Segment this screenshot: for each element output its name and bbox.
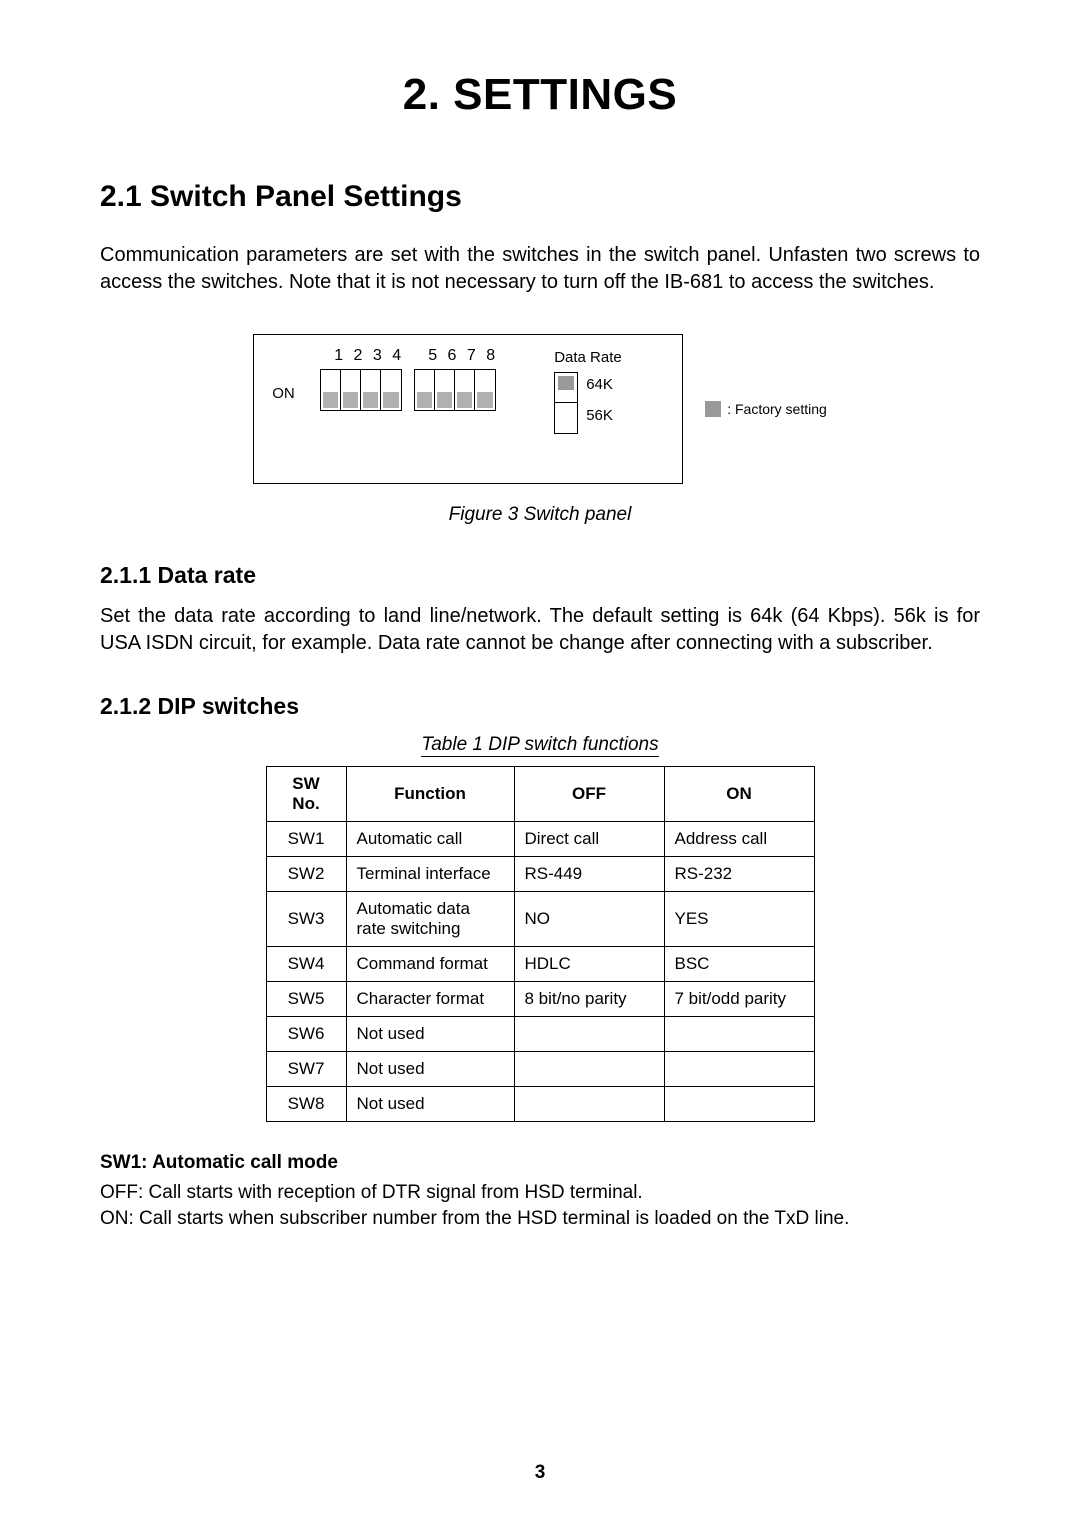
table-cell: BSC [664, 947, 814, 982]
table-row: SW7Not used [266, 1052, 814, 1087]
subsection-211-text: Set the data rate according to land line… [100, 603, 980, 657]
rate-slot-64k [555, 373, 577, 403]
table-cell: SW3 [266, 892, 346, 947]
table-cell: YES [664, 892, 814, 947]
table-row: SW8Not used [266, 1087, 814, 1122]
dip-sw8 [475, 370, 495, 410]
table-row: SW1Automatic callDirect callAddress call [266, 822, 814, 857]
section-title: 2.1 Switch Panel Settings [100, 180, 980, 214]
dip-sw4 [381, 370, 401, 410]
dip-sw5 [415, 370, 435, 410]
table-cell: Automatic data rate switching [346, 892, 514, 947]
table-cell: 8 bit/no parity [514, 982, 664, 1017]
table-cell: Not used [346, 1052, 514, 1087]
table-cell: Character format [346, 982, 514, 1017]
table-cell: 7 bit/odd parity [664, 982, 814, 1017]
table-cell: SW4 [266, 947, 346, 982]
table-cell [664, 1087, 814, 1122]
on-label: ON [272, 385, 295, 402]
col-sw-no: SW No. [266, 767, 346, 822]
table-cell: SW2 [266, 857, 346, 892]
table-cell: Direct call [514, 822, 664, 857]
switch-panel-box: 1 2 3 4 5 6 7 8 ON Data Rate [253, 334, 683, 484]
table-cell: SW5 [266, 982, 346, 1017]
table-row: SW5Character format8 bit/no parity7 bit/… [266, 982, 814, 1017]
table-row: SW4Command formatHDLCBSC [266, 947, 814, 982]
subsection-212-heading: 2.1.2 DIP switches [100, 693, 980, 720]
col-on: ON [664, 767, 814, 822]
data-rate-title: Data Rate [554, 349, 622, 366]
table-cell [664, 1017, 814, 1052]
subsection-211-heading: 2.1.1 Data rate [100, 562, 980, 589]
dip-sw2 [341, 370, 361, 410]
dip-switch-table: SW No. Function OFF ON SW1Automatic call… [266, 766, 815, 1122]
table-cell [514, 1087, 664, 1122]
dip-numbers-5-8: 5 6 7 8 [428, 347, 498, 365]
dip-sw1 [321, 370, 341, 410]
figure-switch-panel: 1 2 3 4 5 6 7 8 ON Data Rate [100, 321, 980, 496]
rate-label-64k: 64K [586, 376, 613, 393]
table-cell: SW7 [266, 1052, 346, 1087]
table-cell: Not used [346, 1087, 514, 1122]
table-cell: RS-449 [514, 857, 664, 892]
table-cell: NO [514, 892, 664, 947]
table-row: SW3Automatic data rate switchingNOYES [266, 892, 814, 947]
page: 2. SETTINGS 2.1 Switch Panel Settings Co… [0, 0, 1080, 1528]
rate-slot-56k [555, 403, 577, 433]
table-cell: SW6 [266, 1017, 346, 1052]
table-row: SW6Not used [266, 1017, 814, 1052]
table-cell [664, 1052, 814, 1087]
table-cell: HDLC [514, 947, 664, 982]
sw1-on-line: ON: Call starts when subscriber number f… [100, 1206, 980, 1232]
intro-paragraph: Communication parameters are set with th… [100, 242, 980, 296]
factory-setting-legend: : Factory setting [705, 401, 827, 417]
table-row: SW2Terminal interfaceRS-449RS-232 [266, 857, 814, 892]
table-cell: Terminal interface [346, 857, 514, 892]
dip-sw6 [435, 370, 455, 410]
table-cell [514, 1052, 664, 1087]
chapter-title: 2. SETTINGS [100, 70, 980, 120]
legend-swatch [705, 401, 721, 417]
table-cell: Automatic call [346, 822, 514, 857]
sw1-off-line: OFF: Call starts with reception of DTR s… [100, 1180, 980, 1206]
col-off: OFF [514, 767, 664, 822]
legend-text: : Factory setting [727, 401, 827, 417]
dip-sw3 [361, 370, 381, 410]
table-header-row: SW No. Function OFF ON [266, 767, 814, 822]
data-rate-area: Data Rate 64K 56K [554, 349, 622, 434]
dip-numbers-1-4: 1 2 3 4 [334, 347, 404, 365]
rate-switch [554, 372, 578, 434]
figure-caption: Figure 3 Switch panel [100, 504, 980, 526]
page-number: 3 [0, 1462, 1080, 1484]
table-cell: SW1 [266, 822, 346, 857]
table-cell: Address call [664, 822, 814, 857]
sw1-heading: SW1: Automatic call mode [100, 1152, 980, 1174]
col-function: Function [346, 767, 514, 822]
table-cell: SW8 [266, 1087, 346, 1122]
rate-label-56k: 56K [586, 407, 613, 424]
dip-block-2 [414, 369, 496, 411]
table-caption: Table 1 DIP switch functions [100, 734, 980, 756]
dip-sw7 [455, 370, 475, 410]
table-cell: Not used [346, 1017, 514, 1052]
table-cell: RS-232 [664, 857, 814, 892]
table-cell: Command format [346, 947, 514, 982]
table-cell [514, 1017, 664, 1052]
dip-block-1 [320, 369, 402, 411]
